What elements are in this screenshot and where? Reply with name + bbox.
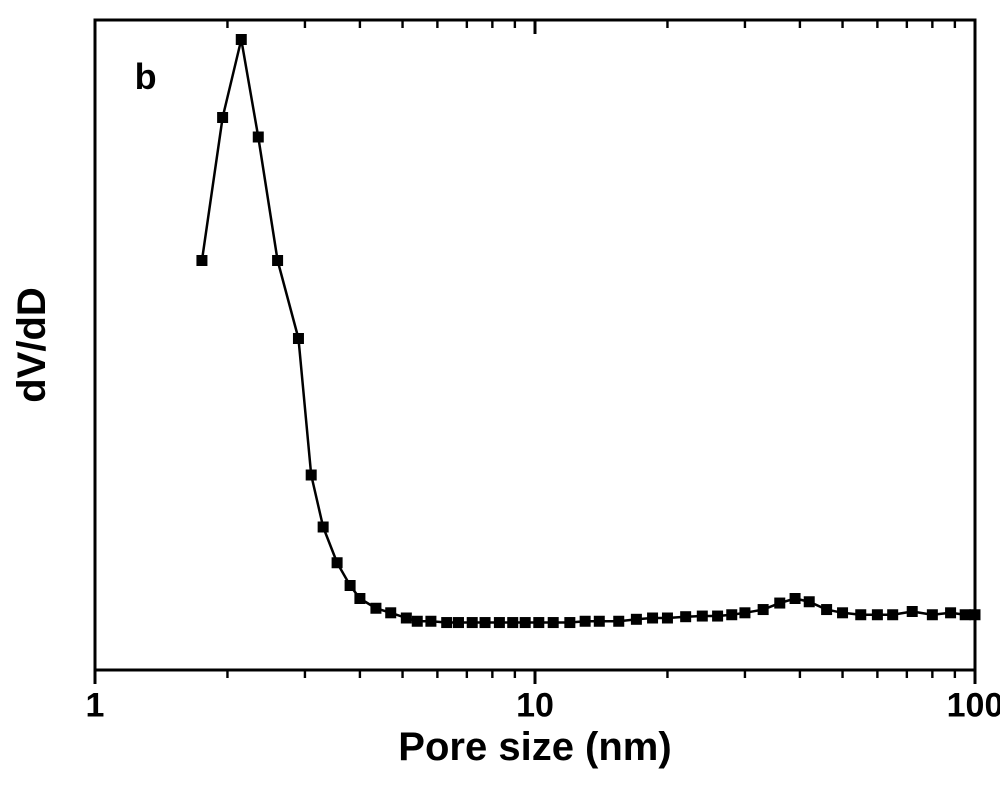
x-tick-label: 10 xyxy=(516,686,554,724)
data-marker xyxy=(273,256,283,266)
data-marker xyxy=(355,594,365,604)
data-marker xyxy=(197,256,207,266)
data-marker xyxy=(508,618,518,628)
data-marker xyxy=(888,610,898,620)
data-marker xyxy=(442,618,452,628)
data-marker xyxy=(520,618,530,628)
data-marker xyxy=(306,470,316,480)
data-marker xyxy=(318,522,328,532)
data-marker xyxy=(927,610,937,620)
data-marker xyxy=(804,597,814,607)
data-marker xyxy=(740,608,750,618)
data-marker xyxy=(960,610,970,620)
y-axis-label: dV/dD xyxy=(10,287,54,403)
data-marker xyxy=(872,610,882,620)
data-marker xyxy=(727,610,737,620)
data-marker xyxy=(371,603,381,613)
data-marker xyxy=(386,608,396,618)
chart-container: { "chart": { "type": "line-scatter", "pa… xyxy=(0,0,1000,790)
data-marker xyxy=(534,618,544,628)
data-marker xyxy=(946,608,956,618)
data-marker xyxy=(648,613,658,623)
data-marker xyxy=(253,132,263,142)
x-tick-label: 100 xyxy=(947,686,1000,724)
data-marker xyxy=(293,334,303,344)
data-marker xyxy=(412,616,422,626)
data-marker xyxy=(332,558,342,568)
data-marker xyxy=(565,618,575,628)
data-marker xyxy=(480,618,490,628)
data-marker xyxy=(970,610,980,620)
data-marker xyxy=(697,611,707,621)
data-marker xyxy=(822,605,832,615)
data-marker xyxy=(662,613,672,623)
data-marker xyxy=(614,616,624,626)
data-marker xyxy=(426,616,436,626)
data-marker xyxy=(594,616,604,626)
x-axis-label: Pore size (nm) xyxy=(398,725,671,769)
data-marker xyxy=(838,608,848,618)
data-marker xyxy=(775,598,785,608)
data-marker xyxy=(467,618,477,628)
data-marker xyxy=(856,610,866,620)
data-marker xyxy=(580,616,590,626)
data-marker xyxy=(907,607,917,617)
panel-label: b xyxy=(135,56,157,97)
data-marker xyxy=(236,35,246,45)
data-marker xyxy=(345,581,355,591)
data-marker xyxy=(453,618,463,628)
data-marker xyxy=(758,605,768,615)
data-marker xyxy=(713,611,723,621)
data-marker xyxy=(790,594,800,604)
data-marker xyxy=(401,613,411,623)
data-marker xyxy=(681,612,691,622)
data-marker xyxy=(494,618,504,628)
chart-svg: 1 10 100 b Pore size (nm) dV/dD xyxy=(0,0,1000,790)
data-marker xyxy=(548,618,558,628)
data-marker xyxy=(218,113,228,123)
data-marker xyxy=(631,614,641,624)
x-tick-label: 1 xyxy=(86,686,105,724)
